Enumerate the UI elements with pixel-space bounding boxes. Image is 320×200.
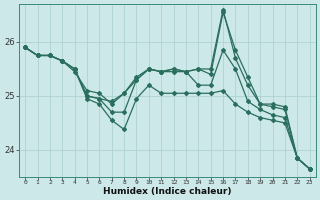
X-axis label: Humidex (Indice chaleur): Humidex (Indice chaleur) xyxy=(103,187,232,196)
